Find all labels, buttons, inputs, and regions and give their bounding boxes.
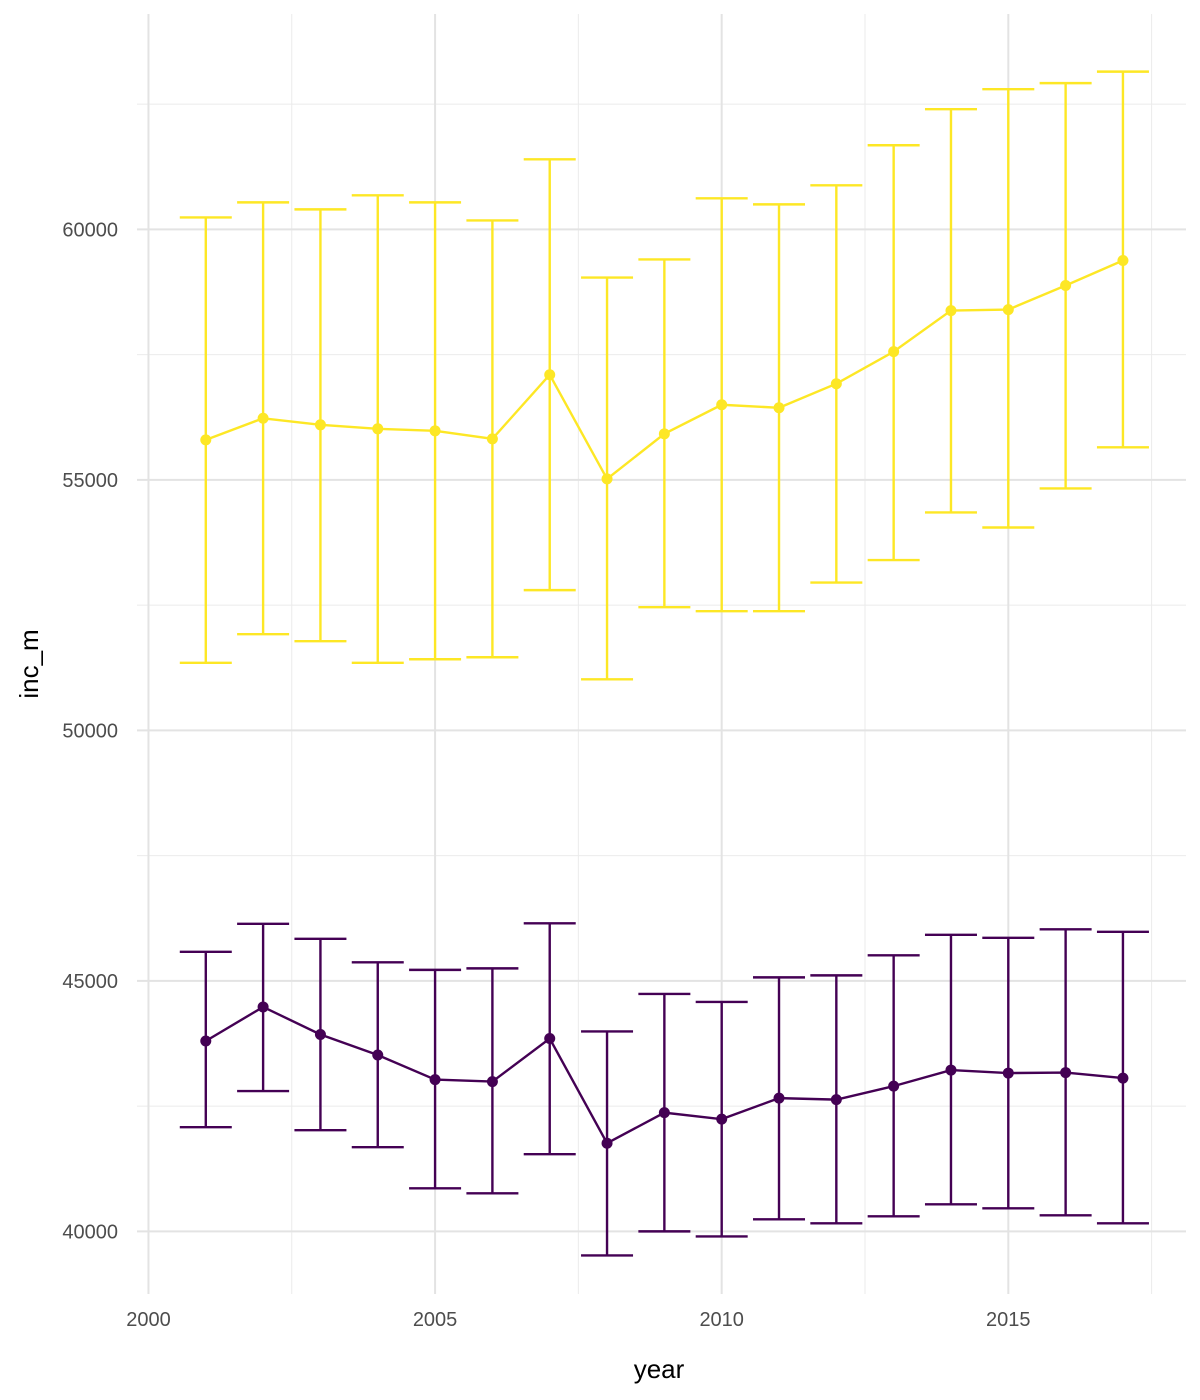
data-point — [830, 378, 842, 390]
data-point — [773, 1092, 785, 1104]
data-point — [429, 1074, 441, 1086]
data-point — [257, 1001, 269, 1013]
data-point — [372, 1049, 384, 1061]
y-tick-label: 60000 — [62, 219, 118, 241]
data-point — [429, 425, 441, 437]
data-point — [486, 433, 498, 445]
data-point — [486, 1076, 498, 1088]
y-axis-title: inc_m — [14, 629, 44, 698]
data-point — [1060, 280, 1072, 292]
x-tick-label: 2000 — [126, 1309, 171, 1331]
data-point — [544, 369, 556, 381]
data-point — [544, 1033, 556, 1045]
data-point — [1117, 1072, 1129, 1084]
data-point — [830, 1094, 842, 1106]
x-axis-title: year — [634, 1354, 685, 1384]
data-point — [314, 419, 326, 431]
data-point — [601, 1137, 613, 1149]
y-tick-labels: 40000 45000 50000 55000 60000 — [62, 219, 118, 1243]
y-tick-label: 40000 — [62, 1221, 118, 1243]
data-point — [888, 346, 900, 358]
data-point — [888, 1080, 900, 1092]
data-point — [1060, 1067, 1072, 1079]
data-point — [716, 1113, 728, 1125]
x-tick-labels: 2000 2005 2010 2015 — [126, 1309, 1030, 1331]
x-tick-label: 2015 — [986, 1309, 1031, 1331]
series-1 — [179, 70, 1149, 681]
data-point — [257, 412, 269, 424]
data-point — [945, 1064, 957, 1076]
data-point — [773, 402, 785, 414]
data-point — [200, 434, 212, 446]
y-tick-label: 55000 — [62, 470, 118, 492]
x-tick-label: 2010 — [699, 1309, 744, 1331]
data-point — [716, 399, 728, 411]
data-point — [200, 1035, 212, 1047]
grid-minor — [137, 14, 1186, 1294]
data-point — [314, 1028, 326, 1040]
data-point — [601, 473, 613, 485]
data-point — [1002, 1067, 1014, 1079]
series-layer — [179, 70, 1149, 1257]
data-point — [1002, 304, 1014, 316]
data-point — [372, 423, 384, 435]
data-point — [1117, 254, 1129, 266]
y-tick-label: 50000 — [62, 720, 118, 742]
y-tick-label: 45000 — [62, 971, 118, 993]
x-tick-label: 2005 — [413, 1309, 458, 1331]
series-2 — [179, 922, 1149, 1257]
data-point — [658, 1107, 670, 1119]
data-point — [658, 428, 670, 440]
data-point — [945, 305, 957, 317]
